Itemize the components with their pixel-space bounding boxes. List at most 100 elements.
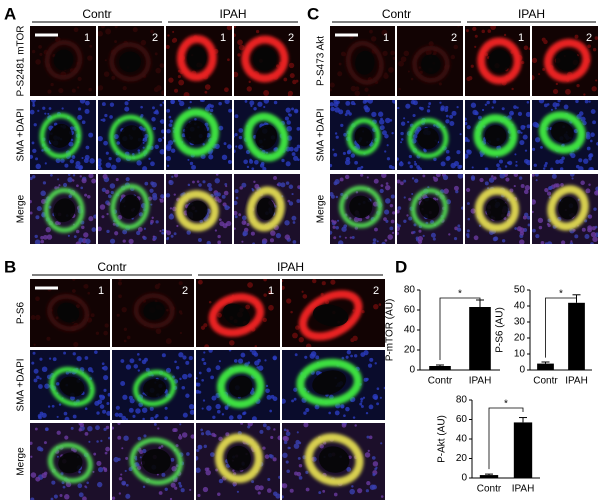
nucleus (56, 415, 59, 418)
nucleus (72, 174, 76, 177)
nucleus (118, 476, 123, 481)
nucleus (79, 100, 86, 104)
speck (123, 327, 128, 331)
speck (116, 313, 120, 317)
nucleus (39, 447, 44, 452)
speck (302, 294, 308, 299)
nucleus (296, 199, 300, 204)
nucleus (330, 194, 335, 199)
nucleus (106, 410, 110, 416)
nucleus (537, 217, 544, 224)
speck (361, 310, 365, 314)
nucleus (160, 445, 164, 448)
speck (50, 82, 54, 87)
nucleus (197, 238, 202, 242)
nucleus (117, 215, 123, 220)
nucleus (371, 111, 377, 118)
nucleus (458, 164, 463, 169)
speck (122, 85, 127, 91)
speck (171, 38, 177, 43)
vessel-lumen (53, 49, 74, 71)
speck (204, 84, 211, 90)
nucleus (136, 160, 142, 166)
speck (398, 60, 404, 67)
speck (438, 82, 442, 86)
nucleus (281, 158, 285, 163)
nucleus (252, 242, 256, 244)
image-content (466, 174, 530, 244)
nucleus (34, 239, 41, 244)
nucleus (333, 181, 338, 186)
nucleus (385, 184, 391, 191)
nucleus (298, 186, 300, 190)
nucleus (340, 405, 344, 409)
speck (321, 281, 326, 286)
nucleus (117, 435, 122, 440)
image-content (234, 100, 300, 170)
nucleus (215, 365, 221, 371)
significance-marker: * (559, 289, 563, 300)
nucleus (584, 219, 588, 223)
nucleus (507, 160, 513, 166)
nucleus (335, 195, 339, 199)
micrograph (330, 26, 395, 96)
nucleus (341, 356, 345, 360)
nucleus (241, 215, 247, 221)
nucleus (143, 434, 147, 438)
nucleus (37, 109, 40, 112)
nucleus (273, 100, 278, 105)
vessel-lumen (141, 448, 171, 475)
nucleus (554, 107, 557, 110)
nucleus (491, 106, 494, 109)
nucleus (113, 456, 119, 463)
nucleus (89, 158, 95, 164)
micrograph (465, 100, 530, 170)
y-tick-label: 80 (456, 395, 468, 406)
nucleus (328, 411, 331, 415)
nucleus (544, 161, 548, 165)
y-tick-label: 40 (404, 325, 416, 336)
nucleus (584, 233, 590, 239)
micrograph (282, 279, 385, 347)
speck (283, 77, 288, 82)
speck (392, 56, 395, 61)
nucleus (64, 494, 70, 500)
nucleus (478, 224, 482, 227)
significance-marker: * (458, 289, 462, 300)
nucleus (364, 106, 371, 113)
row-label: Merge (16, 447, 27, 476)
nucleus (343, 414, 346, 418)
nucleus (228, 350, 232, 352)
nucleus (595, 186, 598, 192)
speck (174, 88, 179, 93)
nucleus (569, 152, 573, 156)
speck (255, 29, 260, 34)
nucleus (30, 199, 32, 204)
nucleus (497, 167, 502, 170)
nucleus (465, 121, 468, 126)
vessel-ring (474, 186, 520, 232)
nucleus (31, 141, 35, 145)
nucleus (110, 190, 114, 195)
nucleus (97, 399, 103, 405)
nucleus (208, 154, 214, 160)
nucleus (570, 240, 573, 243)
nucleus (152, 106, 155, 110)
nucleus (465, 136, 469, 142)
nucleus (386, 157, 391, 161)
nucleus (285, 161, 291, 167)
nucleus (45, 227, 51, 233)
nucleus (364, 452, 371, 458)
nucleus (102, 395, 105, 399)
nucleus (46, 234, 53, 240)
vessel-ring (296, 358, 362, 407)
column-number: 1 (220, 32, 226, 44)
speck (565, 88, 571, 95)
nucleus (515, 164, 518, 167)
vessel-lumen (550, 121, 574, 143)
speck (594, 36, 598, 40)
nucleus (330, 106, 335, 112)
speck (587, 44, 592, 48)
image-content (532, 174, 598, 244)
speck (204, 344, 210, 347)
